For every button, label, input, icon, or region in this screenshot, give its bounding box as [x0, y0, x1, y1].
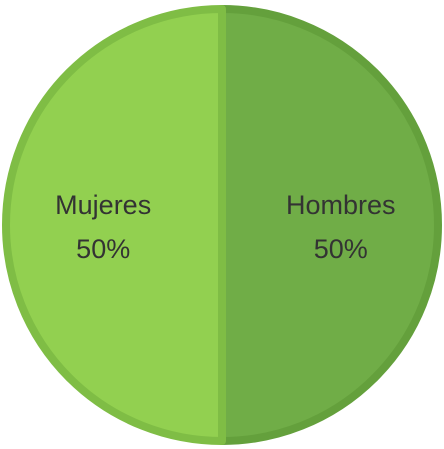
- slice-label: Mujeres: [55, 190, 151, 220]
- pie-slice: [2, 5, 226, 445]
- slice-value-label: 50%: [76, 234, 130, 264]
- pie-slice: [218, 5, 442, 445]
- slice-value-label: 50%: [314, 234, 368, 264]
- slice-label: Hombres: [286, 190, 396, 220]
